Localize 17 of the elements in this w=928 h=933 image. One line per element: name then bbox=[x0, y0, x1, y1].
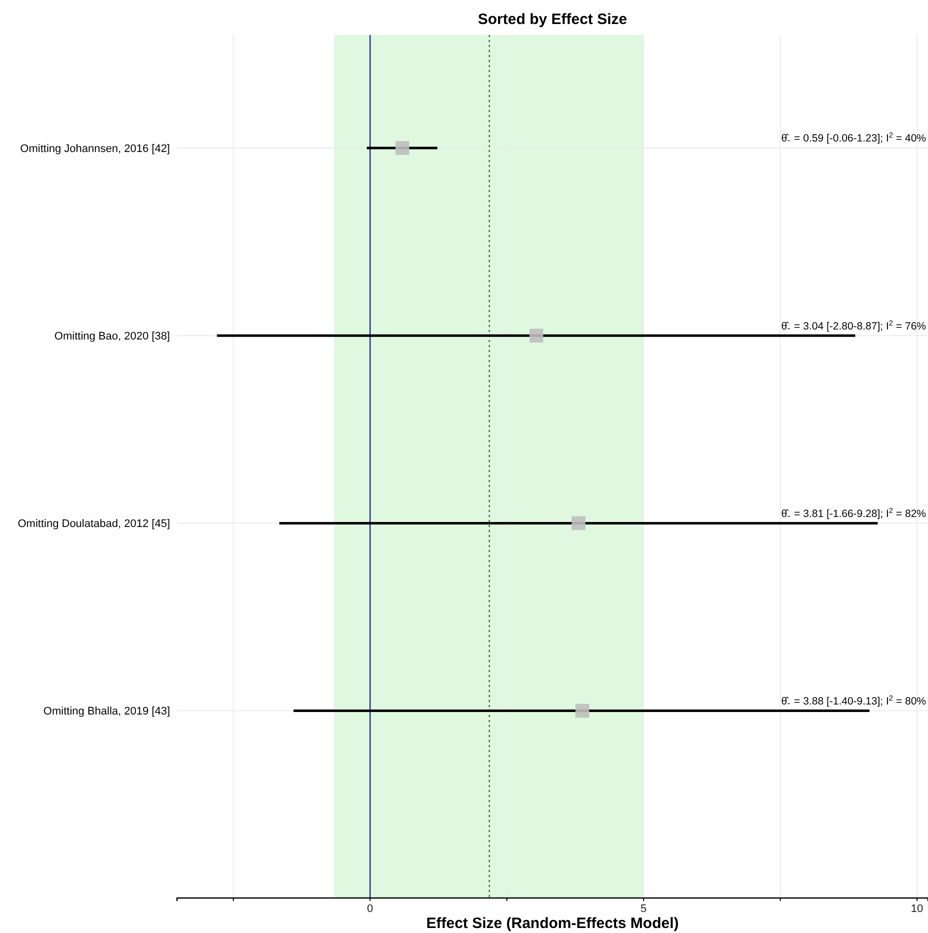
y-tick-label: Omitting Bhalla, 2019 [43] bbox=[43, 706, 170, 718]
x-axis-title: Effect Size (Random-Effects Model) bbox=[426, 915, 679, 932]
x-tick-label: 10 bbox=[910, 902, 924, 915]
point bbox=[575, 704, 590, 718]
point bbox=[395, 141, 410, 155]
x-tick-label: 0 bbox=[367, 902, 374, 915]
annotation: θ̂₋ = 3.04 [-2.80-8.87]; I$^{2}$ = 76% bbox=[781, 318, 926, 332]
y-tick-label: Omitting Bao, 2020 [38] bbox=[54, 330, 170, 342]
annotation: θ̂₋ = 3.88 [-1.40-9.13]; I$^{2}$ = 80% bbox=[781, 692, 926, 708]
x-tick-label: 5 bbox=[640, 902, 647, 915]
annotation: θ̂₋ = 0.59 [-0.06-1.23]; I$^{2}$ = 40% bbox=[781, 130, 926, 145]
chart-title: Sorted by Effect Size bbox=[478, 11, 628, 28]
y-tick-label: Omitting Doulatabad, 2012 [45] bbox=[18, 518, 170, 530]
y-tick-label: Omitting Johannsen, 2016 [42] bbox=[20, 142, 170, 155]
point bbox=[529, 328, 544, 342]
annotation: θ̂₋ = 3.81 [-1.66-9.28]; I$^{2}$ = 82% bbox=[781, 505, 926, 520]
point bbox=[572, 516, 586, 530]
